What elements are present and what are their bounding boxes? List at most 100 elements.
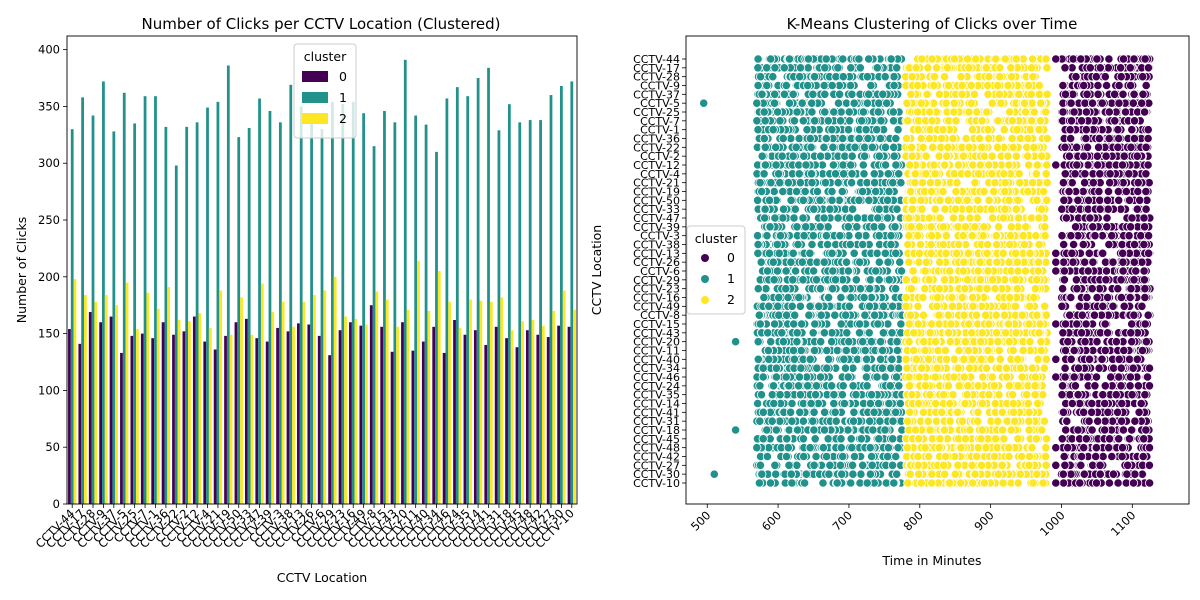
point-cctv-34-cluster-0: [1116, 363, 1126, 373]
bar-cctv-14-cluster-1: [476, 78, 480, 504]
point-cctv-25-cluster-0: [1081, 107, 1092, 117]
point-cctv-23-cluster-2: [1012, 284, 1022, 294]
bar-cctv-34-cluster-0: [432, 326, 436, 504]
bar-cctv-17-cluster-1: [81, 97, 84, 504]
point-cctv-9-cluster-2: [929, 80, 939, 91]
point-cctv-19-cluster-2: [989, 186, 999, 197]
point-cctv-7-cluster-1: [876, 116, 886, 126]
point-cctv-17-cluster-2: [1006, 63, 1016, 73]
point-cctv-26-cluster-1: [768, 257, 778, 267]
point-cctv-49-cluster-2: [913, 301, 923, 311]
point-cctv-47-cluster-2: [998, 213, 1009, 223]
point-cctv-50-cluster-0: [1135, 195, 1145, 205]
point-cctv-4-cluster-2: [987, 169, 997, 179]
point-cctv-12-cluster-1: [891, 160, 901, 170]
point-cctv-37-cluster-1: [847, 89, 857, 99]
bar-cctv-28-cluster-1: [91, 115, 95, 504]
bar-cctv-9-cluster-1: [102, 81, 105, 504]
point-cctv-49-cluster-2: [932, 301, 942, 311]
point-cctv-20-cluster-2: [1025, 337, 1035, 347]
point-cctv-19-cluster-2: [906, 186, 916, 197]
point-cctv-38-cluster-1: [886, 239, 896, 250]
point-cctv-1-cluster-2: [967, 125, 978, 135]
point-cctv-44-cluster-2: [927, 54, 937, 64]
point-cctv-50-cluster-1: [752, 195, 763, 205]
point-cctv-21-cluster-0: [1105, 178, 1115, 188]
point-cctv-38-cluster-2: [1005, 239, 1015, 250]
point-cctv-8-cluster-2: [959, 310, 969, 320]
bar-cctv-2-cluster-0: [182, 331, 186, 504]
point-cctv-16-cluster-1: [823, 292, 834, 303]
point-cctv-6-cluster-1: [762, 266, 773, 276]
point-cctv-12-cluster-1: [846, 160, 856, 170]
bar-cctv-15-cluster-2: [385, 299, 389, 504]
point-cctv-5-cluster-2: [987, 98, 997, 108]
point-cctv-11-cluster-0: [1061, 345, 1071, 356]
point-cctv-36-cluster-1: [759, 133, 769, 144]
bar-cctv-13-cluster-2: [302, 301, 306, 504]
point-cctv-13-cluster-0: [1067, 248, 1077, 258]
point-cctv-34-cluster-0: [1073, 363, 1084, 373]
point-cctv-15-cluster-2: [904, 319, 914, 329]
point-cctv-9-cluster-2: [982, 80, 993, 91]
point-cctv-1-cluster-2: [1012, 125, 1022, 135]
point-cctv-20-cluster-2: [976, 337, 986, 347]
point-cctv-21-cluster-1: [795, 178, 806, 188]
point-cctv-19-cluster-0: [1141, 186, 1151, 197]
point-cctv-43-cluster-1: [763, 328, 773, 338]
point-cctv-6-cluster-1: [828, 266, 838, 276]
point-cctv-16-cluster-1: [794, 292, 804, 303]
point-cctv-29-cluster-0: [1059, 275, 1070, 285]
point-cctv-16-cluster-1: [846, 292, 856, 303]
point-cctv-40-cluster-2: [976, 354, 986, 364]
bar-cctv-7-cluster-1: [143, 96, 147, 504]
point-cctv-17-cluster-1: [855, 63, 865, 73]
point-cctv-43-cluster-1: [819, 328, 830, 338]
point-cctv-9-cluster-0: [1058, 80, 1068, 91]
point-cctv-36-cluster-2: [901, 133, 912, 144]
bar-cctv-24-cluster-0: [453, 319, 456, 504]
point-cctv-39-cluster-2: [906, 222, 916, 232]
point-cctv-34-cluster-1: [886, 363, 896, 373]
point-cctv-28-cluster-1: [838, 72, 848, 82]
point-cctv-17-cluster-1: [803, 63, 813, 73]
point-cctv-47-cluster-2: [1034, 213, 1044, 223]
point-cctv-38-cluster-2: [926, 239, 936, 250]
point-cctv-33-cluster-2: [907, 204, 918, 214]
point-cctv-5-cluster-1: [769, 98, 780, 108]
point-cctv-8-cluster-0: [1065, 310, 1075, 320]
point-cctv-25-cluster-2: [1005, 107, 1015, 117]
point-cctv-8-cluster-1: [804, 310, 814, 320]
point-cctv-33-cluster-0: [1067, 204, 1077, 214]
bar-cctv-23-cluster-2: [344, 316, 347, 504]
point-cctv-44-cluster-0: [1104, 54, 1114, 64]
point-cctv-29-cluster-0: [1071, 275, 1082, 285]
point-cctv-37-cluster-2: [922, 89, 932, 99]
bar-cctv-44-cluster-2: [73, 279, 77, 504]
point-cctv-9-cluster-1: [889, 80, 899, 91]
point-cctv-50-cluster-1: [798, 195, 808, 205]
point-cctv-5-cluster-1: [862, 98, 873, 108]
point-cctv-6-cluster-2: [1033, 266, 1043, 276]
point-cctv-33-cluster-1: [825, 204, 835, 214]
point-cctv-12-cluster-2: [905, 160, 915, 170]
point-cctv-26-cluster-2: [1034, 257, 1044, 267]
point-cctv-43-cluster-1: [854, 328, 865, 338]
point-cctv-3-cluster-0: [1124, 231, 1134, 241]
point-cctv-28-cluster-0: [1138, 72, 1148, 82]
point-cctv-15-cluster-1: [796, 319, 807, 329]
point-cctv-2-cluster-2: [979, 151, 990, 161]
point-cctv-21-cluster-1: [888, 178, 898, 188]
point-cctv-4-cluster-2: [1041, 169, 1051, 179]
point-cctv-23-cluster-2: [906, 284, 916, 294]
point-cctv-17-cluster-2: [923, 63, 933, 73]
point-cctv-11-cluster-0: [1119, 345, 1129, 356]
point-cctv-25-cluster-2: [964, 107, 974, 117]
point-cctv-5-cluster-0: [1087, 98, 1098, 108]
point-cctv-9-cluster-2: [993, 80, 1003, 91]
point-cctv-38-cluster-0: [1069, 239, 1079, 250]
point-cctv-3-cluster-1: [853, 231, 864, 241]
point-cctv-20-cluster-0: [1111, 337, 1122, 347]
point-cctv-44-cluster-2: [991, 54, 1001, 64]
point-cctv-37-cluster-0: [1060, 89, 1071, 99]
